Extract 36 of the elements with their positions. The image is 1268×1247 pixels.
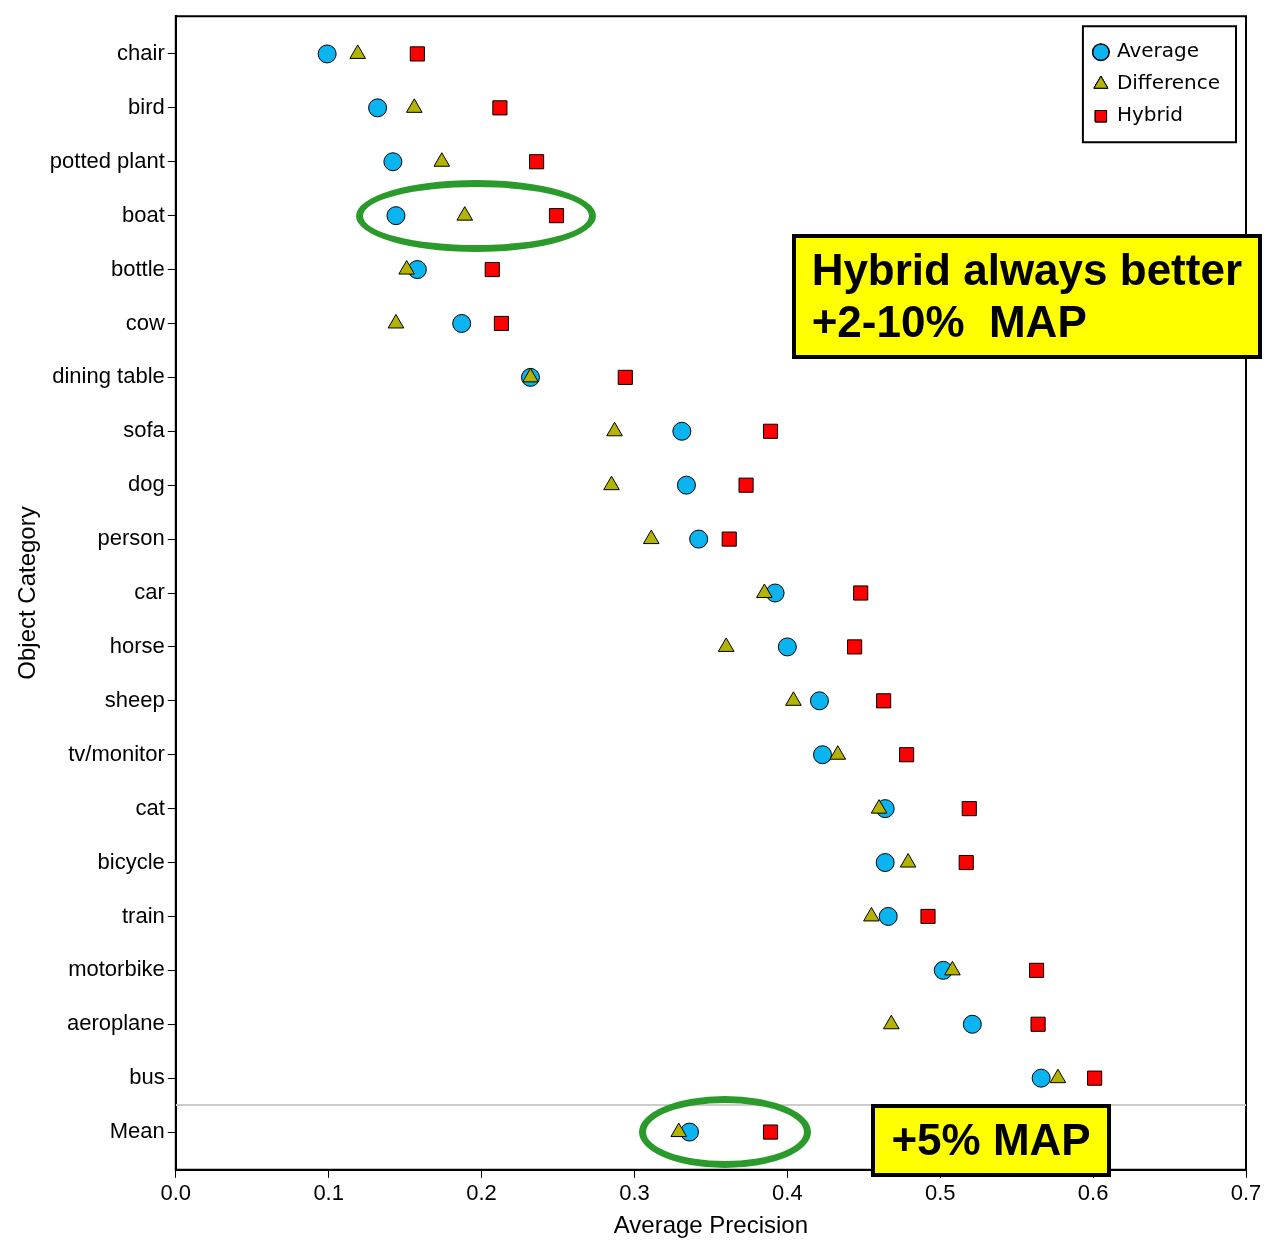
annotation: +5% MAP (871, 1104, 1111, 1177)
y-tick-label: dining table (52, 363, 165, 389)
y-tick-label: cat (135, 794, 165, 820)
y-tick-label: bus (129, 1064, 165, 1090)
x-tick-label: 0.5 (924, 1180, 956, 1206)
legend-label: Difference (1116, 70, 1220, 95)
y-tick-label: bottle (110, 255, 165, 281)
annotation: Hybrid always better +2-10% MAP (791, 233, 1262, 360)
y-tick-label: aeroplane (66, 1010, 165, 1036)
x-tick-label: 0.6 (1077, 1180, 1109, 1206)
y-axis-title: Object Category (13, 506, 41, 680)
legend-label: Average (1116, 38, 1200, 63)
x-tick-label: 0.7 (1230, 1180, 1262, 1206)
x-tick-label: 0.4 (772, 1180, 803, 1206)
y-tick-label: potted plant (49, 147, 165, 173)
x-tick-label: 0.3 (619, 1180, 650, 1206)
y-tick-label: boat (121, 201, 165, 227)
x-tick-label: 0.2 (466, 1180, 497, 1206)
y-tick-label: sheep (104, 686, 165, 712)
x-tick-label: 0.0 (160, 1180, 192, 1206)
x-tick-label: 0.1 (313, 1180, 344, 1206)
y-tick-label: bicycle (97, 848, 165, 874)
y-tick-label: bird (128, 93, 165, 119)
y-tick-label: horse (109, 632, 165, 658)
y-tick-label: cow (125, 309, 165, 335)
y-tick-label: chair (117, 40, 165, 65)
x-axis-title: Average Precision (613, 1211, 809, 1239)
y-tick-label: tv/monitor (68, 740, 165, 766)
legend-label: Hybrid (1116, 102, 1183, 127)
y-tick-label: sofa (123, 417, 166, 443)
y-tick-label: dog (128, 471, 165, 497)
y-tick-label: car (134, 579, 165, 605)
y-tick-label: motorbike (68, 956, 165, 982)
y-tick-label: Mean (109, 1118, 165, 1144)
y-tick-label: train (121, 902, 165, 928)
y-tick-label: person (97, 525, 165, 551)
